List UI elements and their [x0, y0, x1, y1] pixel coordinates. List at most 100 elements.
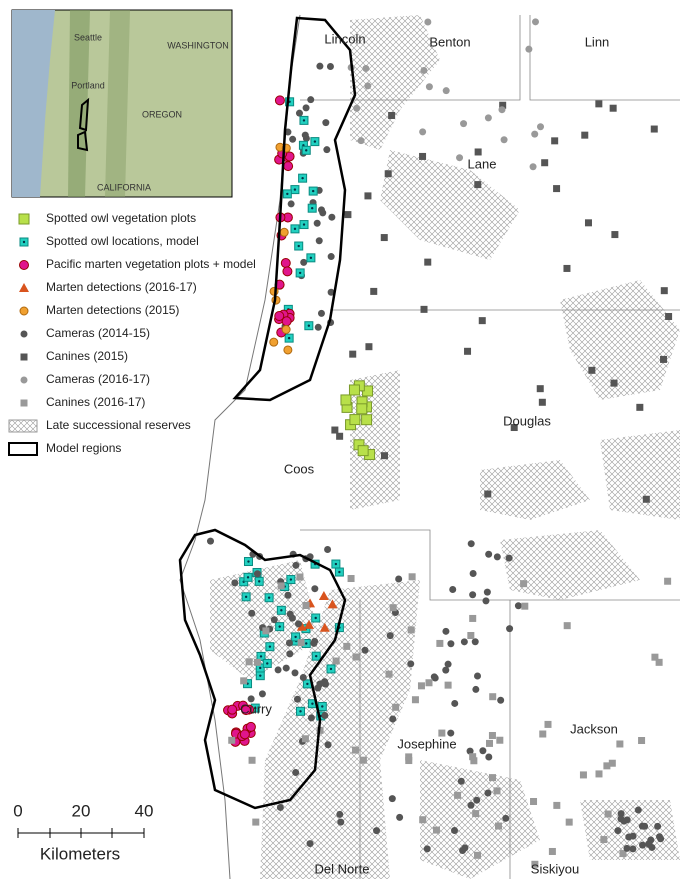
- legend-label: Canines (2016-17): [46, 395, 145, 409]
- symbol: [357, 137, 365, 145]
- symbol: [252, 818, 260, 826]
- symbol: [327, 288, 335, 296]
- legend-label: Pacific marten vegetation plots + model: [46, 257, 256, 271]
- symbol: [529, 163, 537, 171]
- symbol: [239, 729, 250, 740]
- symbol: [478, 317, 486, 325]
- symbol: [650, 125, 658, 133]
- symbol: [484, 789, 492, 797]
- county-label: Siskiyou: [531, 861, 579, 876]
- symbol: [408, 573, 416, 581]
- symbol: [496, 736, 504, 744]
- symbol: [19, 283, 29, 292]
- symbol: [373, 827, 381, 835]
- county-label: Coos: [284, 461, 315, 476]
- symbol: [254, 706, 257, 710]
- symbol: [449, 585, 457, 593]
- symbol: [297, 244, 300, 248]
- symbol: [343, 642, 351, 650]
- symbol: [472, 810, 480, 818]
- symbol: [247, 560, 250, 563]
- symbol: [20, 399, 28, 407]
- symbol: [456, 154, 464, 162]
- symbol: [484, 490, 492, 498]
- symbol: [553, 801, 561, 809]
- symbol: [227, 704, 238, 715]
- symbol: [497, 696, 505, 704]
- symbol: [280, 609, 283, 612]
- symbol: [314, 323, 322, 331]
- county-label: Lane: [468, 156, 497, 171]
- symbol: [321, 712, 329, 720]
- symbol: [521, 602, 529, 610]
- symbol: [306, 840, 314, 848]
- symbol: [469, 591, 477, 599]
- legend-item: Model regions: [8, 441, 121, 456]
- symbol: [438, 729, 446, 737]
- symbol: [423, 845, 431, 853]
- symbol: [299, 674, 307, 682]
- symbol: [314, 616, 317, 620]
- legend-item: Cameras (2016-17): [20, 372, 150, 386]
- symbol: [459, 847, 467, 855]
- legend-label: Marten detections (2016-17): [46, 280, 197, 294]
- symbol: [277, 582, 285, 590]
- symbol: [283, 345, 293, 355]
- symbol: [286, 192, 289, 196]
- symbol: [494, 822, 502, 830]
- symbol: [405, 757, 413, 765]
- legend-label: Spotted owl vegetation plots: [46, 211, 196, 225]
- symbol: [297, 639, 305, 647]
- symbol: [500, 136, 508, 144]
- symbol: [595, 770, 603, 778]
- symbol: [286, 610, 294, 618]
- symbol: [442, 87, 450, 95]
- symbol: [436, 639, 444, 647]
- symbol: [276, 803, 284, 811]
- symbol: [539, 730, 547, 738]
- symbol: [506, 625, 514, 633]
- symbol: [327, 599, 338, 609]
- symbol: [337, 818, 345, 826]
- symbol: [282, 664, 290, 672]
- legend-item: Canines (2016-17): [20, 395, 145, 409]
- symbol: [8, 419, 38, 433]
- symbol: [502, 814, 510, 822]
- symbol: [8, 442, 38, 456]
- symbol: [313, 140, 317, 143]
- symbol: [395, 575, 403, 583]
- symbol: [419, 128, 427, 136]
- symbol: [405, 753, 413, 761]
- symbol: [301, 131, 309, 139]
- symbol: [417, 682, 425, 690]
- symbol: [482, 597, 490, 605]
- symbol: [620, 817, 628, 825]
- symbol: [579, 771, 587, 779]
- symbol: [419, 152, 427, 160]
- symbol: [20, 376, 28, 384]
- legend-item: Late successional reserves: [8, 418, 191, 433]
- symbol: [283, 161, 294, 172]
- symbol: [384, 170, 392, 178]
- symbol: [317, 309, 325, 317]
- symbol: [274, 666, 282, 674]
- scale-bar: 0 20 40 Kilometers: [13, 801, 153, 863]
- symbol: [386, 632, 394, 640]
- symbol: [474, 672, 482, 680]
- symbol: [479, 747, 487, 755]
- symbol: [245, 721, 256, 732]
- symbol: [244, 595, 248, 599]
- symbol: [654, 822, 662, 830]
- symbol: [380, 452, 388, 460]
- symbol: [442, 627, 450, 635]
- symbol: [419, 816, 427, 824]
- county-label: Douglas: [503, 413, 551, 428]
- county-label: Jackson: [570, 721, 618, 736]
- symbol: [447, 729, 455, 737]
- legend-label: Late successional reserves: [46, 418, 191, 432]
- county-label: Benton: [429, 34, 470, 49]
- symbol: [636, 403, 644, 411]
- scale-label: 0: [13, 801, 22, 820]
- symbol: [444, 681, 452, 689]
- inset-label: WASHINGTON: [167, 40, 229, 50]
